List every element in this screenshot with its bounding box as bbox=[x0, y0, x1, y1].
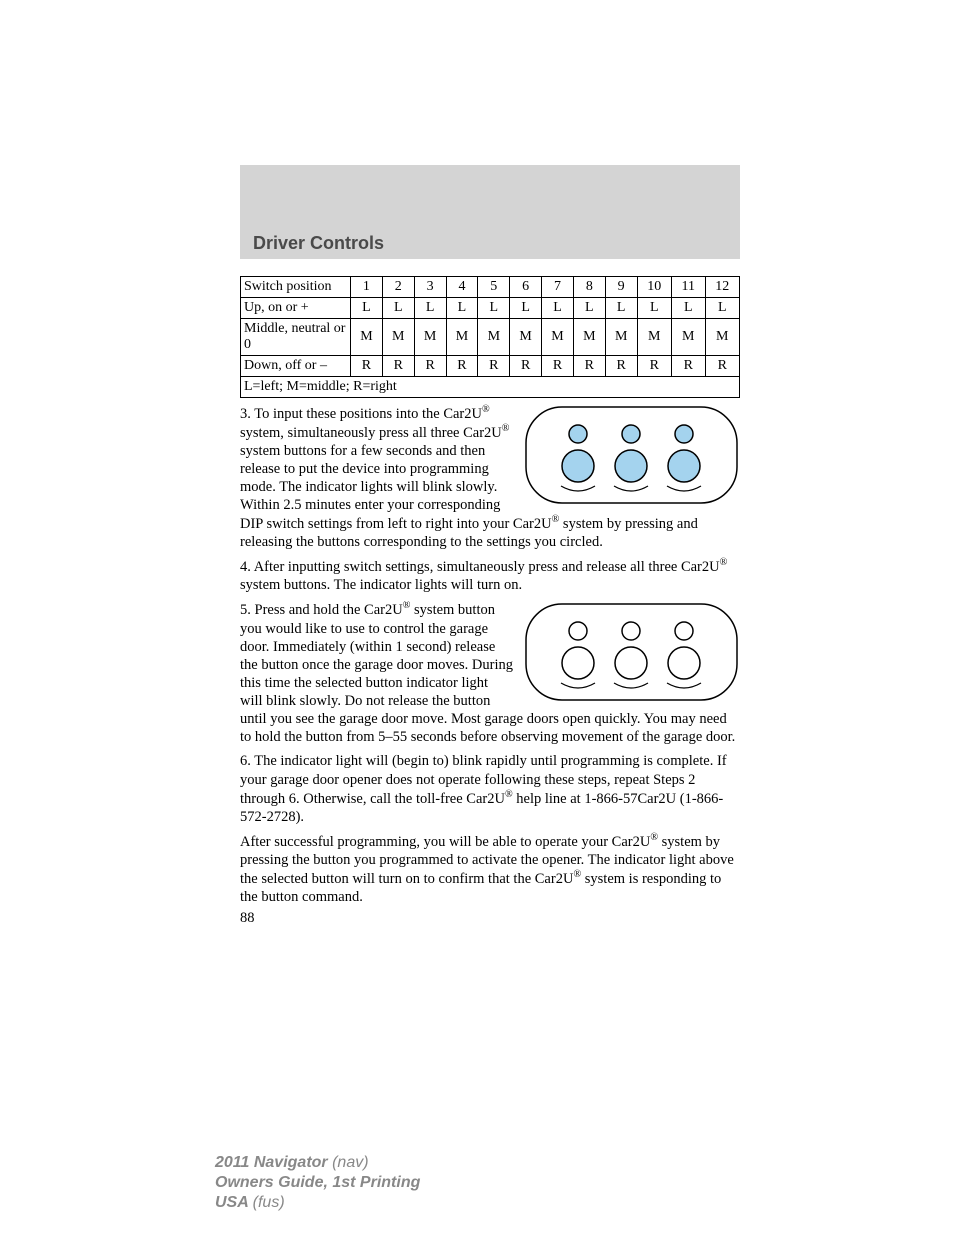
table-row: Down, off or –RRRRRRRRRRRR bbox=[241, 356, 740, 377]
step-3-block: 3. To input these positions into the Car… bbox=[240, 404, 740, 551]
table-cell: R bbox=[446, 356, 478, 377]
table-cell: M bbox=[605, 319, 637, 356]
table-cell: L bbox=[605, 298, 637, 319]
row-label: Down, off or – bbox=[241, 356, 351, 377]
table-cell: 6 bbox=[510, 277, 542, 298]
table-cell: M bbox=[414, 319, 446, 356]
footer: 2011 Navigator (nav) Owners Guide, 1st P… bbox=[215, 1153, 420, 1213]
footer-line1-bold: 2011 Navigator bbox=[215, 1154, 332, 1171]
table-cell: 2 bbox=[382, 277, 414, 298]
remote-diagram-filled bbox=[523, 404, 740, 506]
step-5-block: 5. Press and hold the Car2U® system butt… bbox=[240, 601, 740, 747]
table-cell: 4 bbox=[446, 277, 478, 298]
step-6-text: 6. The indicator light will (begin to) b… bbox=[240, 752, 740, 825]
table-cell: L bbox=[351, 298, 383, 319]
table-cell: R bbox=[478, 356, 510, 377]
footer-line3-bold: USA bbox=[215, 1194, 253, 1211]
table-cell: M bbox=[351, 319, 383, 356]
table-cell: 5 bbox=[478, 277, 510, 298]
table-row: Up, on or +LLLLLLLLLLLL bbox=[241, 298, 740, 319]
table-cell: 3 bbox=[414, 277, 446, 298]
table-cell: R bbox=[637, 356, 671, 377]
content-area: Switch position123456789101112Up, on or … bbox=[240, 276, 740, 927]
table-cell: 11 bbox=[671, 277, 705, 298]
step-7-text: After successful programming, you will b… bbox=[240, 832, 740, 906]
section-title: Driver Controls bbox=[253, 233, 384, 254]
footer-line3-light: (fus) bbox=[253, 1194, 285, 1211]
table-cell: R bbox=[542, 356, 574, 377]
table-cell: L bbox=[446, 298, 478, 319]
table-cell: 8 bbox=[573, 277, 605, 298]
row-label: Switch position bbox=[241, 277, 351, 298]
step-4-text: 4. After inputting switch settings, simu… bbox=[240, 557, 740, 594]
legend-row: L=left; M=middle; R=right bbox=[241, 377, 740, 398]
table-cell: 12 bbox=[705, 277, 740, 298]
table-cell: M bbox=[705, 319, 740, 356]
footer-line1-light: (nav) bbox=[332, 1154, 368, 1171]
table-cell: M bbox=[637, 319, 671, 356]
table-cell: 7 bbox=[542, 277, 574, 298]
table-cell: L bbox=[510, 298, 542, 319]
table-cell: L bbox=[637, 298, 671, 319]
switch-position-table: Switch position123456789101112Up, on or … bbox=[240, 276, 740, 398]
table-cell: M bbox=[573, 319, 605, 356]
table-cell: L bbox=[542, 298, 574, 319]
table-cell: L bbox=[414, 298, 446, 319]
table-cell: R bbox=[351, 356, 383, 377]
table-cell: R bbox=[382, 356, 414, 377]
table-cell: L bbox=[382, 298, 414, 319]
table-cell: R bbox=[573, 356, 605, 377]
table-cell: M bbox=[446, 319, 478, 356]
table-row: Middle, neutral or 0MMMMMMMMMMMM bbox=[241, 319, 740, 356]
table-cell: M bbox=[671, 319, 705, 356]
table-row: Switch position123456789101112 bbox=[241, 277, 740, 298]
table-cell: R bbox=[605, 356, 637, 377]
footer-line2-bold: Owners Guide, 1st Printing bbox=[215, 1174, 420, 1191]
legend-cell: L=left; M=middle; R=right bbox=[241, 377, 740, 398]
table-cell: M bbox=[542, 319, 574, 356]
table-cell: L bbox=[478, 298, 510, 319]
table-cell: M bbox=[478, 319, 510, 356]
table-cell: 10 bbox=[637, 277, 671, 298]
table-cell: L bbox=[705, 298, 740, 319]
table-cell: 9 bbox=[605, 277, 637, 298]
table-cell: R bbox=[510, 356, 542, 377]
table-cell: M bbox=[510, 319, 542, 356]
table-cell: R bbox=[705, 356, 740, 377]
table-cell: L bbox=[573, 298, 605, 319]
table-cell: L bbox=[671, 298, 705, 319]
table-cell: R bbox=[671, 356, 705, 377]
page-number: 88 bbox=[240, 910, 740, 927]
row-label: Up, on or + bbox=[241, 298, 351, 319]
table-cell: R bbox=[414, 356, 446, 377]
table-cell: M bbox=[382, 319, 414, 356]
row-label: Middle, neutral or 0 bbox=[241, 319, 351, 356]
remote-diagram-unfilled bbox=[523, 601, 740, 703]
table-cell: 1 bbox=[351, 277, 383, 298]
